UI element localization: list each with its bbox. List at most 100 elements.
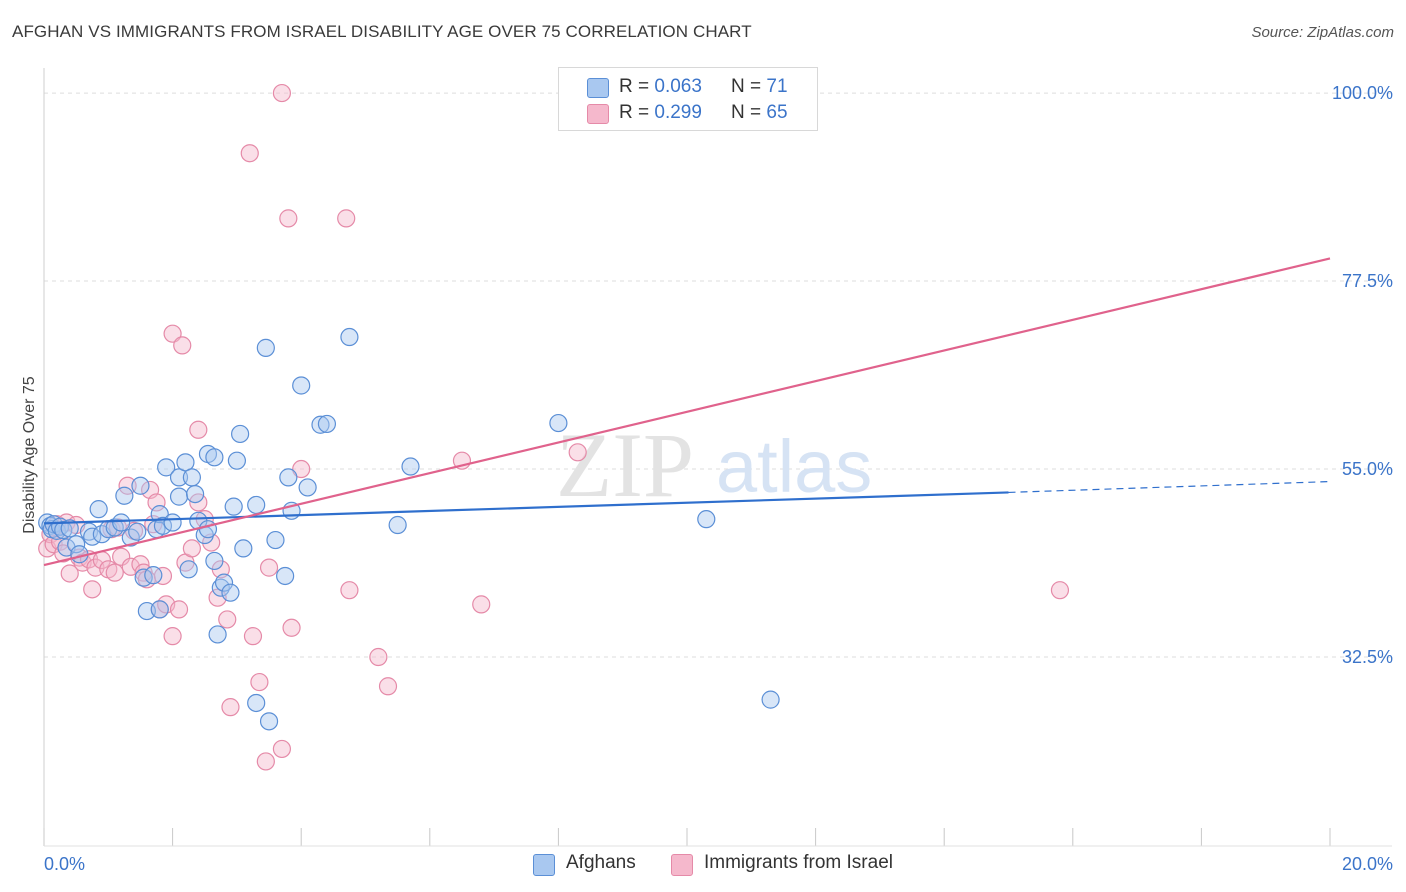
legend-r-israel: R = 0.299: [619, 102, 702, 123]
afghans-point-21: [131, 476, 150, 495]
israel-point-58: [378, 677, 398, 696]
israel-point-63: [1050, 581, 1070, 600]
trend-lines: [43, 257, 1331, 567]
afghans-point-24: [144, 566, 163, 585]
israel-trend-line: [43, 257, 1331, 567]
israel-point-44: [221, 698, 240, 717]
israel-point-52: [279, 209, 298, 228]
afghans-point-41: [205, 448, 224, 467]
source-label: Source: ZipAtlas.com: [1251, 24, 1394, 41]
afghans-point-45: [214, 573, 234, 592]
afghans-point-42: [205, 551, 224, 571]
legend-swatch-israel: [587, 104, 609, 124]
afghans-point-20: [128, 522, 147, 541]
afghans-point-48: [227, 451, 246, 470]
afghans-points: [38, 327, 780, 731]
y-tick-label-2: 77.5%: [1342, 271, 1393, 291]
legend-swatch-afghans: [587, 78, 609, 98]
israel-point-20: [118, 476, 137, 495]
afghans-point-44: [211, 578, 230, 597]
y-tick-labels: 32.5% 55.0% 77.5% 100.0%: [1332, 83, 1393, 667]
grid-lines: [44, 92, 1392, 658]
afghans-point-56: [276, 566, 295, 586]
afghans-point-35: [182, 468, 201, 487]
afghans-point-43: [208, 625, 227, 644]
israel-point-17: [105, 563, 124, 582]
y-tick-label-1: 55.0%: [1342, 459, 1393, 479]
afghans-point-28: [150, 600, 169, 619]
afghans-point-8: [60, 519, 79, 538]
bottom-label-israel: Immigrants from Israel: [704, 852, 893, 873]
afghans-point-59: [292, 376, 311, 395]
afghans-point-53: [256, 338, 275, 357]
israel-point-12: [83, 580, 102, 599]
israel-point-40: [202, 533, 221, 552]
afghans-point-60: [298, 478, 317, 497]
stats-legend: R = 0.063 N = 71 R = 0.299 N = 65: [558, 67, 818, 131]
afghans-point-49: [231, 424, 250, 444]
israel-point-7: [60, 564, 79, 583]
israel-point-31: [163, 324, 182, 343]
afghans-point-63: [340, 327, 359, 347]
x-tick-label-0: 0.0%: [44, 854, 85, 874]
afghans-point-18: [115, 486, 134, 505]
israel-point-34: [173, 336, 192, 355]
israel-point-49: [259, 558, 279, 577]
afghans-point-39: [198, 520, 218, 539]
afghans-point-27: [153, 516, 173, 535]
afghans-point-66: [549, 413, 568, 433]
israel-point-27: [147, 493, 166, 512]
afghans-point-33: [176, 453, 195, 472]
israel-point-48: [256, 752, 275, 771]
israel-point-60: [472, 595, 491, 614]
israel-point-29: [153, 566, 173, 586]
afghans-point-36: [186, 484, 205, 504]
afghans-point-52: [247, 693, 266, 713]
israel-point-45: [240, 144, 259, 163]
israel-point-61: [568, 443, 587, 462]
bottom-swatch-israel: [671, 854, 693, 876]
x-tick-label-1: 20.0%: [1342, 854, 1393, 874]
legend-n-israel: N = 65: [731, 102, 788, 123]
chart-title: AFGHAN VS IMMIGRANTS FROM ISRAEL DISABIL…: [12, 22, 752, 41]
afghans-trend-extension: [1008, 480, 1331, 494]
afghans-point-51: [247, 495, 266, 515]
afghans-point-46: [221, 583, 240, 602]
israel-point-32: [163, 627, 182, 646]
legend-r-afghans: R = 0.063: [619, 76, 702, 97]
israel-point-47: [250, 672, 269, 692]
y-axis-label: Disability Age Over 75: [21, 376, 38, 534]
y-tick-label-0: 32.5%: [1342, 647, 1393, 667]
axes: [43, 68, 1392, 847]
watermark-zip: ZIP: [556, 414, 694, 516]
afghans-point-62: [317, 414, 337, 434]
bottom-swatch-afghans: [533, 854, 555, 876]
afghans-point-13: [89, 500, 108, 519]
afghans-point-34: [179, 560, 198, 579]
y-tick-label-3: 100.0%: [1332, 83, 1393, 103]
israel-point-36: [182, 539, 201, 558]
israel-point-57: [369, 647, 388, 667]
afghans-point-6: [54, 520, 73, 540]
israel-point-55: [337, 209, 356, 228]
x-tick-labels: 0.0% 20.0%: [44, 854, 1393, 874]
afghans-point-32: [169, 487, 189, 506]
legend-n-afghans: N = 71: [731, 76, 788, 97]
afghans-point-30: [163, 513, 182, 532]
israel-point-54: [292, 459, 311, 479]
afghans-trend-line: [43, 491, 1009, 525]
israel-point-33: [169, 600, 189, 619]
afghans-point-68: [761, 690, 780, 709]
afghans-point-55: [266, 530, 285, 550]
afghans-point-54: [259, 712, 279, 731]
afghans-point-65: [401, 457, 420, 476]
watermark-atlas: atlas: [716, 425, 872, 508]
afghans-point-50: [234, 539, 253, 558]
bottom-label-afghans: Afghans: [566, 852, 636, 873]
israel-point-46: [243, 627, 263, 646]
afghans-point-9: [67, 535, 86, 554]
israel-point-56: [340, 581, 359, 600]
israel-point-51: [272, 83, 292, 103]
afghans-point-29: [157, 458, 176, 477]
